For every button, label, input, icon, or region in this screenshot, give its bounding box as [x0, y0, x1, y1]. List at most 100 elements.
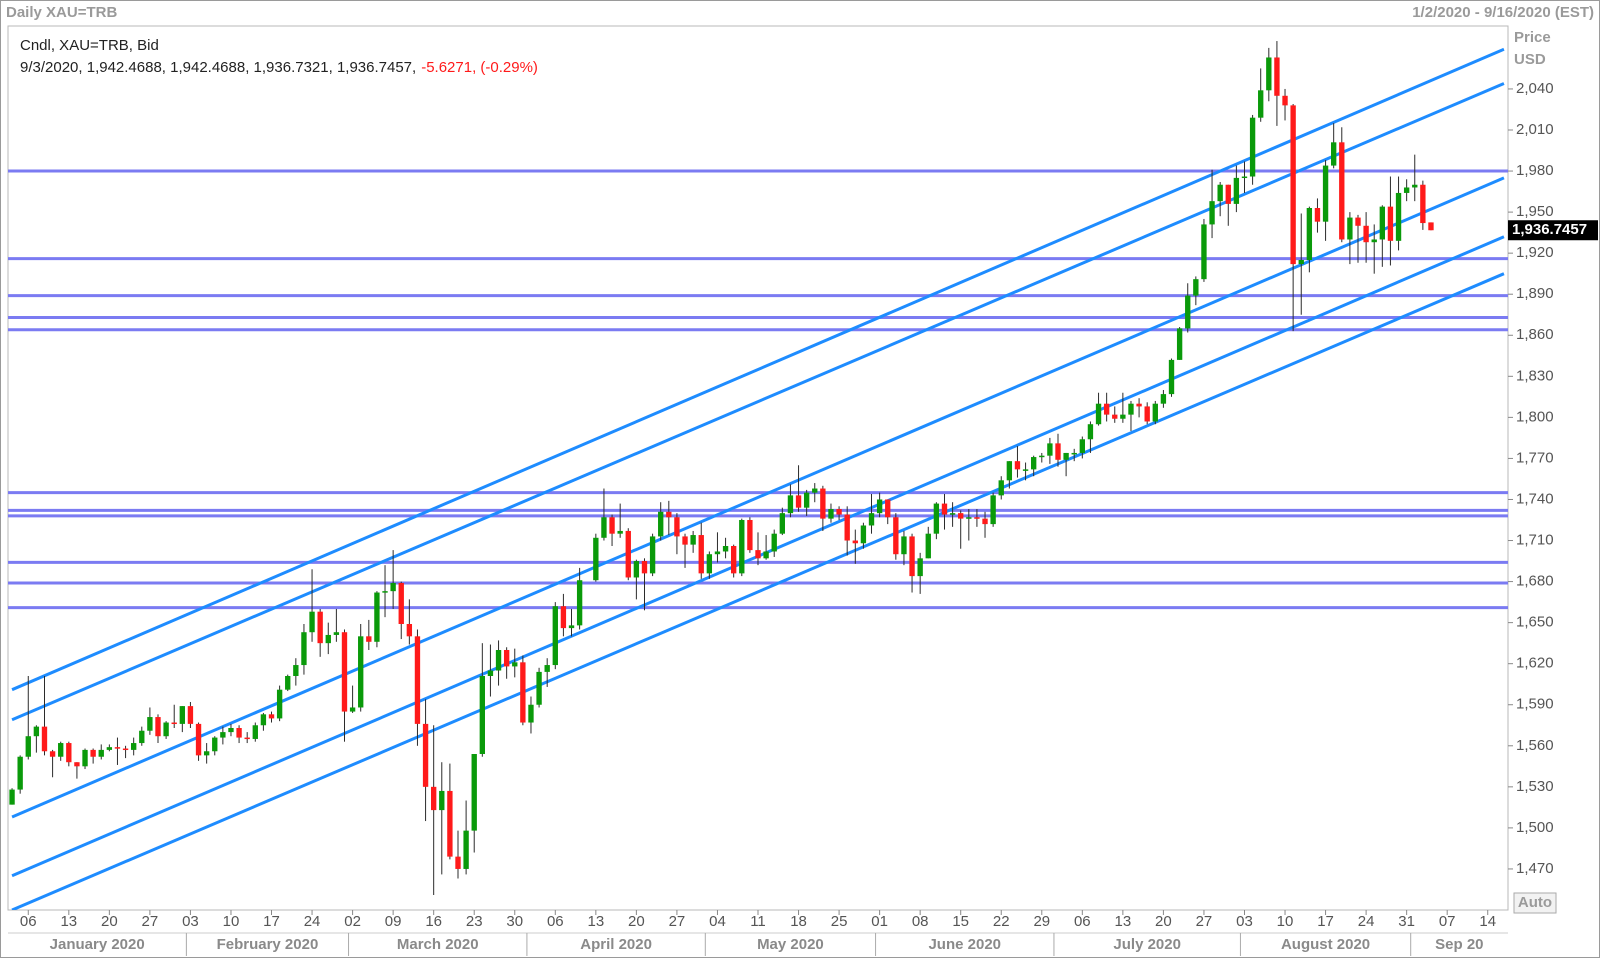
x-tick-label: 03: [182, 913, 199, 930]
candle-body: [1039, 455, 1045, 458]
x-tick-label: 13: [587, 913, 604, 930]
candle-body: [593, 537, 599, 581]
candle-body: [374, 592, 380, 642]
month-label: July 2020: [1113, 936, 1181, 953]
x-tick-label: 31: [1398, 913, 1415, 930]
x-tick-label: 01: [871, 913, 888, 930]
candle-body: [422, 723, 429, 787]
candle-body: [544, 665, 550, 672]
x-tick-label: 24: [1358, 913, 1375, 930]
candle-body: [187, 706, 194, 724]
candle-body: [576, 580, 583, 626]
y-tick-label: 2,040: [1516, 80, 1554, 97]
candle-body: [949, 513, 956, 515]
x-tick-label: 06: [1074, 913, 1091, 930]
candle-body: [779, 513, 785, 534]
y-axis-label: USD: [1514, 51, 1546, 68]
candle-body: [1282, 95, 1288, 106]
y-tick-label: 1,470: [1516, 860, 1554, 877]
x-tick-label: 22: [993, 913, 1010, 930]
candle-body: [179, 706, 185, 724]
candle-body: [755, 550, 761, 559]
x-tick-label: 15: [952, 913, 969, 930]
x-tick-label: 16: [425, 913, 442, 930]
candle-body: [203, 751, 210, 756]
candle-body: [885, 499, 891, 518]
candle-body: [236, 728, 242, 738]
candle-body: [325, 634, 331, 644]
candle-body: [520, 662, 526, 723]
candle-body: [1363, 225, 1369, 243]
candle-body: [1379, 206, 1385, 240]
candle-body: [706, 554, 713, 574]
candle-body: [674, 517, 680, 537]
candle-body: [1241, 176, 1248, 179]
y-tick-label: 1,590: [1516, 696, 1554, 713]
candle-body: [349, 707, 356, 712]
candle-body: [868, 513, 875, 526]
y-tick-label: 1,950: [1516, 203, 1554, 220]
candle-body: [666, 511, 672, 518]
x-tick-label: 30: [506, 913, 523, 930]
candle-body: [276, 689, 283, 719]
y-tick-label: 1,800: [1516, 408, 1554, 425]
candle-body: [1387, 206, 1394, 241]
x-tick-label: 27: [142, 913, 159, 930]
month-label: Sep 20: [1435, 936, 1483, 953]
candle-body: [901, 536, 907, 555]
trend-line: [11, 272, 1505, 910]
candle-body: [1298, 260, 1304, 265]
x-tick-label: 20: [101, 913, 118, 930]
y-tick-label: 1,860: [1516, 326, 1554, 343]
candle-body: [974, 517, 980, 519]
x-tick-label: 02: [344, 913, 361, 930]
candle-body: [1322, 165, 1329, 222]
candle-body: [828, 509, 834, 519]
y-tick-label: 1,560: [1516, 737, 1554, 754]
candle-body: [1022, 469, 1029, 471]
auto-scale-button[interactable]: [1513, 892, 1557, 914]
candle-body: [1185, 295, 1191, 329]
candle-body: [1055, 443, 1061, 460]
candle-body: [1193, 279, 1199, 296]
y-axis-label: Price: [1514, 29, 1551, 46]
y-tick-label: 1,770: [1516, 449, 1554, 466]
month-label: April 2020: [580, 936, 652, 953]
candle-body: [487, 670, 494, 676]
candle-body: [74, 762, 80, 767]
candle-body: [812, 488, 818, 493]
candle-body: [836, 509, 842, 515]
candle-body: [106, 747, 113, 750]
candle-body: [1144, 406, 1150, 422]
candle-body: [1136, 403, 1142, 407]
candle-body: [398, 582, 404, 624]
date-range: 1/2/2020 - 9/16/2020 (EST): [1412, 4, 1594, 21]
candle-body: [463, 830, 469, 869]
candle-body: [803, 492, 810, 508]
x-tick-label: 27: [669, 913, 686, 930]
x-tick-label: 10: [1277, 913, 1294, 930]
plot-layer: [8, 41, 1508, 910]
candle-body: [131, 743, 137, 750]
candle-body: [747, 520, 753, 551]
candle-body: [787, 495, 794, 514]
candle-body: [528, 704, 534, 723]
candle-body: [503, 650, 510, 667]
x-tick-label: 17: [1317, 913, 1334, 930]
auto-scale-label[interactable]: Auto: [1518, 894, 1552, 911]
candle-body: [909, 536, 915, 577]
x-tick-label: 10: [223, 913, 240, 930]
candle-body: [966, 517, 972, 519]
candle-body: [195, 723, 202, 756]
y-tick-label: 1,830: [1516, 367, 1554, 384]
info-label: Cndl, XAU=TRB, Bid: [20, 37, 159, 54]
y-tick-label: 1,620: [1516, 655, 1554, 672]
info-ohlc: 9/3/2020, 1,942.4688, 1,942.4688, 1,936.…: [20, 59, 416, 76]
candle-body: [649, 536, 656, 574]
candle-body: [1233, 177, 1240, 204]
y-tick-label: 1,920: [1516, 244, 1554, 261]
candle-body: [171, 722, 177, 725]
candle-body: [33, 726, 40, 737]
candle-body: [982, 518, 988, 525]
